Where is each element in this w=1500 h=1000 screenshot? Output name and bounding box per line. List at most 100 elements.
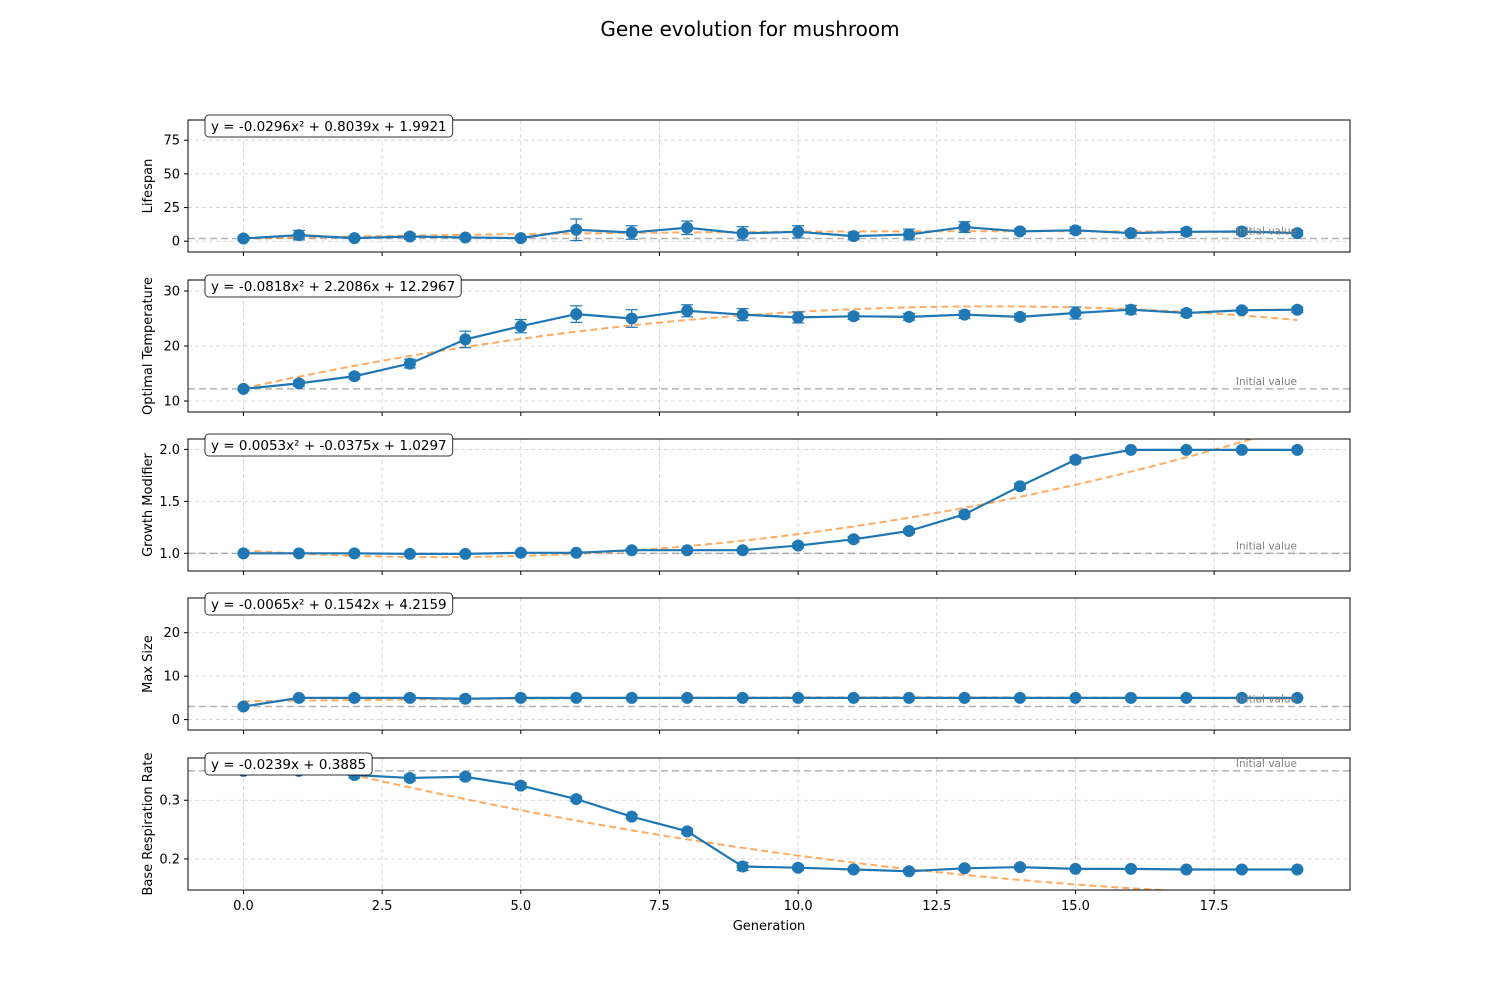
- data-point: [1124, 691, 1137, 704]
- data-point: [514, 691, 527, 704]
- data-point: [1013, 225, 1026, 238]
- axes-frame: [187, 438, 1351, 572]
- initial-value-label: Initial value: [1236, 694, 1297, 706]
- data-point: [348, 547, 361, 560]
- y-axis-label: Optimal Temperature: [141, 277, 156, 415]
- series-line: [243, 696, 1298, 708]
- y-tick-label: 10: [163, 395, 180, 410]
- data-point: [736, 308, 749, 321]
- data-point: [514, 320, 527, 333]
- data-point: [903, 310, 916, 323]
- data-point: [237, 700, 250, 713]
- y-tick-label: 1.5: [159, 495, 180, 510]
- data-point: [736, 691, 749, 704]
- data-point: [847, 533, 860, 546]
- subplot-max-size: Initial value 0 10 20 Max Size y = -0.0065x² …: [141, 592, 1351, 734]
- data-point: [237, 232, 250, 245]
- data-point: [1180, 863, 1193, 876]
- data-point: [459, 333, 472, 346]
- data-point: [958, 508, 971, 521]
- data-point: [792, 861, 805, 874]
- y-tick-label: 2.0: [159, 443, 180, 458]
- data-point: [348, 691, 361, 704]
- axes-frame: [187, 597, 1351, 731]
- gridlines: [188, 598, 1350, 730]
- x-tick-label: 15.0: [1061, 899, 1090, 914]
- fit-equation-box: y = -0.0239x + 0.3885: [204, 752, 373, 776]
- data-point: [514, 232, 527, 245]
- y-axis-label: Base Respiration Rate: [141, 752, 156, 895]
- fit-curve: [243, 305, 1298, 390]
- fit-equation: y = -0.0818x² + 2.2086x + 12.2967: [211, 279, 455, 295]
- data-point: [736, 860, 749, 873]
- data-point: [459, 770, 472, 783]
- data-point: [625, 226, 638, 239]
- data-point: [681, 304, 694, 317]
- y-axis-label: Lifespan: [141, 159, 156, 214]
- data-point: [292, 377, 305, 390]
- data-point: [514, 546, 527, 559]
- x-tick-label: 0.0: [233, 899, 254, 914]
- subplot-base-respiration-rate: Initial value 0.2 0.3 0.0 2.5 5.0 7.5 10.0 12.5 1…: [141, 752, 1351, 914]
- data-point: [1013, 691, 1026, 704]
- initial-value-label: Initial value: [1236, 758, 1297, 770]
- x-tick-label: 5.0: [510, 899, 531, 914]
- data-point: [681, 691, 694, 704]
- x-axis-label: Generation: [733, 919, 806, 934]
- data-point: [403, 771, 416, 784]
- x-tick-label: 12.5: [922, 899, 951, 914]
- data-point: [292, 691, 305, 704]
- data-point: [1291, 863, 1304, 876]
- data-point: [237, 547, 250, 560]
- data-point: [570, 793, 583, 806]
- data-point: [1235, 443, 1248, 456]
- fit-curve: [243, 439, 1256, 559]
- data-point: [1291, 227, 1304, 240]
- data-point: [958, 862, 971, 875]
- gridlines: [188, 280, 1350, 412]
- series-line: [243, 308, 1298, 390]
- y-tick-label: 0.3: [159, 794, 180, 809]
- data-point: [903, 865, 916, 878]
- data-point: [681, 221, 694, 234]
- fit-curve: [278, 758, 1179, 890]
- axes-frame: [187, 119, 1351, 253]
- fit-equation: y = -0.0239x + 0.3885: [211, 757, 366, 773]
- data-point: [459, 547, 472, 560]
- data-point: [792, 311, 805, 324]
- data-point: [1180, 225, 1193, 238]
- data-point: [403, 230, 416, 243]
- data-point: [1291, 691, 1304, 704]
- data-point: [1291, 443, 1304, 456]
- data-point: [1069, 453, 1082, 466]
- subplot-lifespan: Initial value 0 25 50 75 Lifespan y = -0.0296x…: [141, 114, 1351, 256]
- y-tick-label: 25: [163, 201, 180, 216]
- data-point: [1124, 303, 1137, 316]
- data-point: [681, 825, 694, 838]
- data-point: [570, 691, 583, 704]
- data-point: [792, 539, 805, 552]
- data-point: [1235, 863, 1248, 876]
- data-point: [1069, 224, 1082, 237]
- initial-value-label: Initial value: [1236, 540, 1297, 552]
- data-point: [625, 691, 638, 704]
- initial-value-label: Initial value: [1236, 376, 1297, 388]
- series-line: [243, 769, 1298, 873]
- gridlines: [188, 120, 1350, 252]
- data-point: [459, 692, 472, 705]
- data-point: [292, 547, 305, 560]
- subplot-optimal-temperature: Initial value 10 20 30 Optimal Temperature y …: [141, 274, 1351, 416]
- data-point: [1291, 303, 1304, 316]
- data-point: [292, 229, 305, 242]
- fit-equation-box: y = -0.0818x² + 2.2086x + 12.2967: [204, 274, 462, 298]
- data-point: [1013, 861, 1026, 874]
- data-point: [514, 779, 527, 792]
- data-point: [403, 357, 416, 370]
- data-point: [1069, 862, 1082, 875]
- data-point: [625, 810, 638, 823]
- x-tick-label: 17.5: [1200, 899, 1229, 914]
